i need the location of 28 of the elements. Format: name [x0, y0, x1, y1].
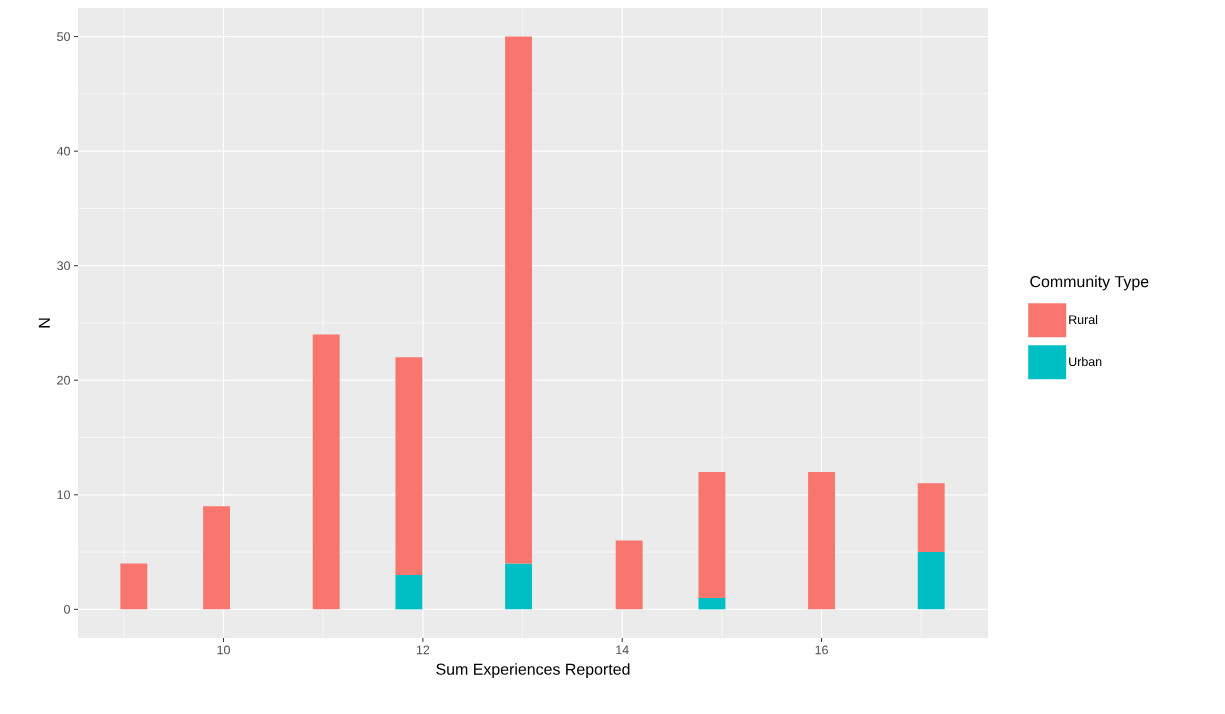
bar: [395, 357, 423, 575]
bar: [698, 471, 726, 598]
bar: [505, 36, 533, 564]
y-tick-label: 40: [56, 146, 70, 156]
x-tick-label: 10: [217, 645, 230, 655]
bar: [808, 471, 836, 610]
y-axis-title: N: [38, 318, 50, 328]
x-tick-label: 14: [616, 645, 629, 655]
y-tick-label: 0: [64, 604, 70, 614]
bar: [395, 574, 423, 610]
x-axis-title: Sum Experiences Reported: [436, 663, 630, 679]
x-tick-label: 16: [815, 645, 828, 655]
bar: [698, 597, 726, 610]
y-tick-label: 30: [57, 261, 70, 271]
bar: [917, 483, 945, 553]
bar: [120, 563, 148, 610]
bar: [505, 563, 533, 610]
y-tick-label: 20: [57, 375, 70, 385]
bar: [312, 334, 340, 610]
x-tick-label: 12: [416, 645, 430, 655]
bar: [203, 506, 231, 610]
text: Urban: [1069, 356, 1102, 367]
y-tick-label: 10: [57, 490, 70, 500]
bar: [615, 540, 643, 610]
y-tick-label: 50: [57, 32, 70, 42]
text: Rural: [1069, 314, 1098, 325]
legend-title: Community Type: [1030, 275, 1149, 291]
bar: [917, 552, 945, 610]
